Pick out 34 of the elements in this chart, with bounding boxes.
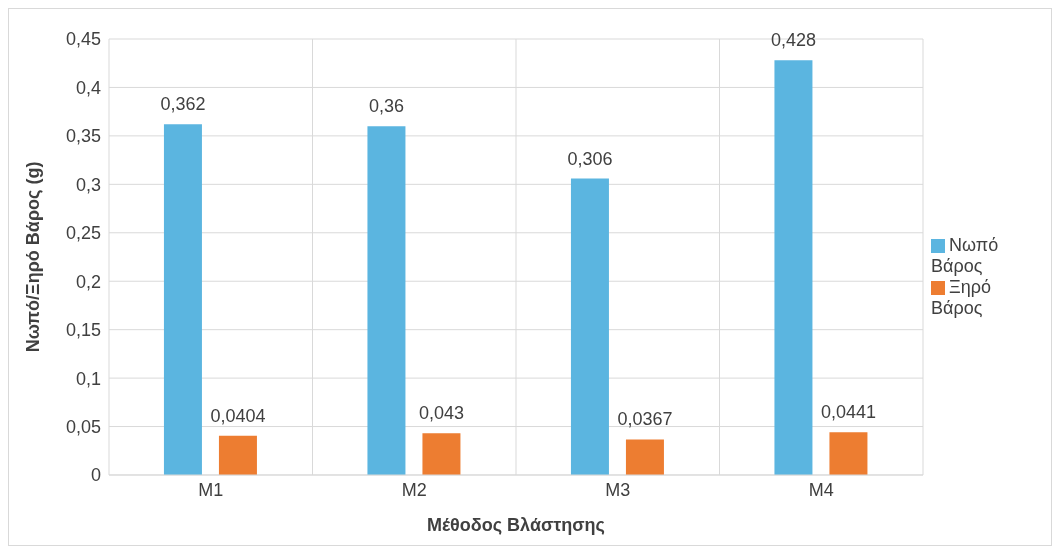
- y-tick-label: 0,2: [75, 271, 101, 292]
- x-tick-label: M4: [808, 479, 834, 500]
- bar: [829, 432, 868, 475]
- bar: [367, 126, 406, 475]
- bar: [218, 435, 257, 475]
- data-label: 0,362: [160, 94, 206, 115]
- y-tick-label: 0,1: [75, 368, 101, 389]
- y-tick-label: 0,25: [65, 223, 101, 244]
- data-label: 0,0404: [210, 405, 266, 426]
- legend-label: Ξηρό Βάρος: [931, 277, 991, 318]
- bar: [570, 178, 609, 475]
- y-tick-label: 0,45: [65, 29, 101, 50]
- legend-label: Νωπό Βάρος: [931, 235, 999, 276]
- data-label: 0,0441: [820, 402, 876, 423]
- data-label: 0,36: [368, 96, 404, 117]
- y-tick-label: 0,15: [65, 320, 101, 341]
- y-tick-label: 0,35: [65, 126, 101, 147]
- bar: [163, 124, 202, 475]
- x-axis-title: Μέθοδος Βλάστησης: [427, 515, 605, 535]
- data-label: 0,0367: [617, 409, 673, 430]
- y-tick-label: 0,3: [75, 174, 101, 195]
- x-tick-label: M2: [401, 479, 427, 500]
- data-label: 0,043: [418, 403, 464, 424]
- bar: [774, 60, 813, 475]
- y-axis-title: Νωπό/Ξηρό Βάρος (g): [23, 161, 44, 353]
- data-label: 0,428: [770, 30, 816, 51]
- y-tick-label: 0,05: [65, 416, 101, 437]
- bar: [422, 433, 461, 475]
- x-tick-label: M3: [605, 479, 631, 500]
- data-label: 0,306: [567, 148, 613, 169]
- y-tick-label: 0,4: [75, 77, 101, 98]
- bar: [625, 439, 664, 475]
- x-tick-label: M1: [198, 479, 224, 500]
- y-tick-label: 0: [90, 465, 101, 486]
